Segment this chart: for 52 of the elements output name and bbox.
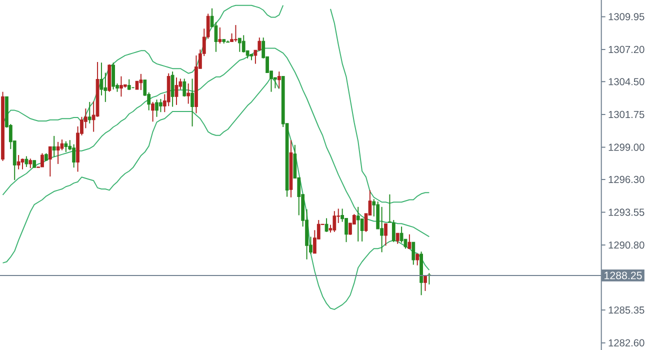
- candlestick: [360, 218, 364, 242]
- candlestick: [380, 206, 384, 253]
- y-tick-label: 1301.75: [608, 110, 644, 118]
- y-tick-label: 1304.50: [608, 78, 644, 86]
- y-tick-label: 1285.35: [608, 306, 644, 314]
- candlestick: [190, 78, 194, 127]
- candlestick: [100, 62, 104, 96]
- y-tick-label: 1307.20: [608, 46, 644, 54]
- candlestick: [332, 210, 336, 232]
- candlestick: [408, 234, 412, 250]
- candlestick: [56, 141, 60, 164]
- candlestick: [174, 77, 178, 106]
- candlestick: [151, 101, 154, 122]
- ref-line-label: 1288.25: [604, 272, 642, 280]
- candlestick: [277, 71, 281, 89]
- candlestick: [324, 218, 328, 232]
- candlestick: [392, 220, 396, 243]
- y-tick-label: 1293.55: [608, 208, 644, 216]
- candlestick: [120, 76, 123, 98]
- candlestick: [155, 99, 158, 118]
- candlestick: [396, 232, 400, 244]
- candlestick: [72, 144, 76, 168]
- y-tick-label: 1290.80: [608, 241, 644, 249]
- candlestick: [170, 71, 174, 108]
- y-tick-label: 1299.00: [608, 144, 644, 151]
- candlestick: [384, 223, 388, 246]
- y-tick-label: 1282.60: [608, 339, 644, 346]
- candlestick: [400, 226, 404, 244]
- candlestick: [20, 158, 24, 170]
- candlestick: [242, 34, 246, 53]
- candlestick: [356, 206, 360, 242]
- candlestick: [234, 24, 238, 42]
- candlestick: [238, 38, 242, 52]
- candlestick: [16, 154, 20, 170]
- candlestick: [218, 26, 222, 44]
- y-tick-label: 1296.30: [608, 176, 644, 184]
- candlestick: [112, 62, 116, 90]
- candlestick: [186, 82, 190, 104]
- candlestick: [52, 135, 56, 158]
- candlestick: [24, 156, 28, 168]
- candlestick: [412, 242, 416, 266]
- candlestick: [28, 158, 32, 169]
- candlestick: [424, 276, 427, 292]
- candlestick: [64, 140, 68, 153]
- y-tick-label: 1309.95: [608, 13, 644, 20]
- candlestick: [416, 254, 420, 266]
- candlestick: [159, 98, 162, 113]
- candlestick: [88, 101, 92, 124]
- candlestick: [139, 73, 143, 91]
- candlestick: [40, 152, 44, 168]
- candlestick: [48, 146, 52, 177]
- candlestick: [182, 78, 186, 98]
